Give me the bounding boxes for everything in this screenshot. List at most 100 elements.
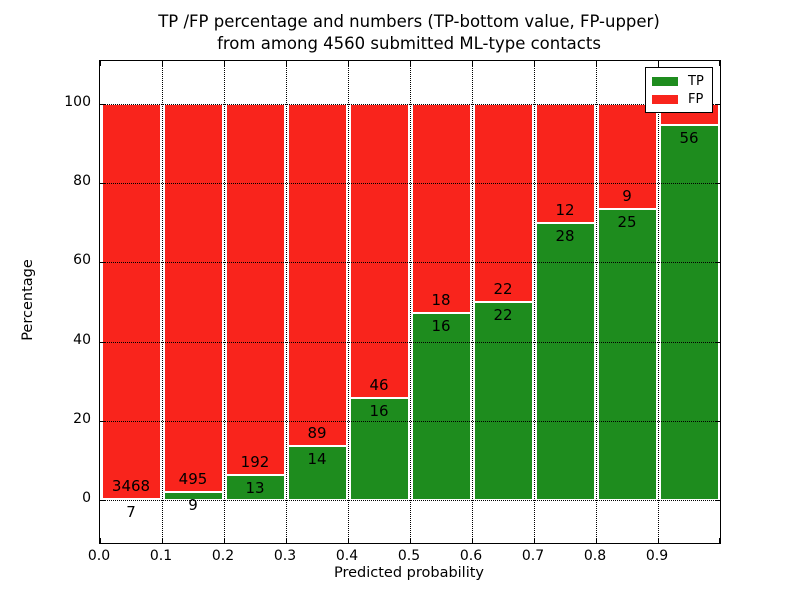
tick-mark: [715, 183, 720, 185]
gridline: [162, 61, 163, 543]
bar-segment-tp: [287, 445, 347, 500]
tick-mark: [348, 61, 349, 66]
chart-title: TP /FP percentage and numbers (TP-bottom…: [99, 11, 719, 55]
legend: TP FP: [645, 67, 713, 113]
tick-mark: [715, 420, 720, 422]
x-tick-label: 0.0: [87, 548, 111, 564]
chart-title-line2: from among 4560 submitted ML-type contac…: [217, 34, 601, 53]
tick-mark: [100, 538, 101, 543]
gridline: [472, 61, 473, 543]
tick-mark: [100, 104, 105, 106]
bar-segment-tp: [473, 302, 533, 500]
legend-item-tp: TP: [652, 75, 706, 88]
tick-mark: [100, 499, 105, 501]
tick-mark: [719, 538, 720, 543]
gridline: [348, 61, 349, 543]
x-tick-label: 0.4: [335, 548, 359, 564]
tick-mark: [472, 61, 473, 66]
gridline: [100, 262, 720, 264]
tick-mark: [348, 538, 349, 543]
y-axis-label: Percentage: [20, 259, 36, 341]
bar-segment-tp: [163, 492, 223, 500]
tick-mark: [286, 538, 287, 543]
legend-label-tp: TP: [688, 73, 704, 89]
bar-label-tp: 16: [431, 317, 451, 336]
tick-mark: [715, 499, 720, 501]
tick-mark: [719, 61, 720, 66]
bar-segment-fp: [101, 104, 161, 499]
tick-mark: [162, 538, 163, 543]
bar-segment-tp: [349, 397, 409, 500]
bar-label-fp: 22: [493, 280, 513, 298]
tick-mark: [410, 538, 411, 543]
gridline: [224, 61, 225, 543]
gridline: [286, 61, 287, 543]
tp-color-swatch: [652, 76, 678, 86]
tick-mark: [715, 104, 720, 106]
tick-mark: [100, 262, 105, 264]
y-tick-label: 20: [73, 410, 91, 427]
x-tick-label: 0.7: [521, 548, 545, 564]
tick-mark: [658, 538, 659, 543]
x-tick-label: 0.9: [645, 548, 669, 564]
bar-label-tp: 7: [126, 502, 136, 521]
bar-segment-fp: [535, 104, 595, 223]
gridline: [410, 61, 411, 543]
bar-segment-tp: [411, 313, 471, 500]
bar-segment-tp: [597, 209, 657, 500]
bar-segment-fp: [473, 104, 533, 302]
tick-mark: [100, 341, 105, 343]
tick-mark: [715, 262, 720, 264]
legend-item-fp: FP: [652, 93, 706, 106]
tick-mark: [100, 183, 105, 185]
tick-mark: [596, 61, 597, 66]
tick-mark: [286, 61, 287, 66]
bar-label-tp: 13: [245, 478, 265, 497]
y-tick-label: 100: [64, 94, 91, 111]
gridline: [100, 341, 720, 343]
gridline: [534, 61, 535, 543]
bar-label-tp: 22: [493, 306, 513, 324]
x-tick-label: 0.2: [211, 548, 235, 564]
x-axis-label: Predicted probability: [333, 565, 485, 581]
x-tick-label: 0.5: [397, 548, 421, 564]
bar-label-tp: 9: [188, 496, 198, 515]
bar-segment-tp: [225, 474, 285, 500]
gridline: [596, 61, 597, 543]
bar-segment-fp: [287, 104, 347, 446]
y-tick-label: 80: [73, 173, 91, 190]
y-tick-label: 40: [73, 331, 91, 348]
bar-segment-fp: [163, 104, 223, 493]
bar-label-fp: 46: [369, 375, 389, 394]
bar-segment-tp: [659, 124, 719, 500]
tick-mark: [100, 61, 101, 66]
bar-label-tp: 25: [617, 213, 637, 232]
fp-color-swatch: [652, 94, 678, 104]
bar-label-tp: 28: [555, 226, 575, 245]
bar-segment-fp: [225, 104, 285, 475]
bar-segment-fp: [411, 104, 471, 314]
tick-mark: [534, 538, 535, 543]
tick-mark: [224, 61, 225, 66]
gridline: [100, 420, 720, 422]
bar-label-fp: 12: [555, 200, 575, 219]
tick-mark: [162, 61, 163, 66]
tick-mark: [534, 61, 535, 66]
tick-mark: [224, 538, 225, 543]
bar-label-tp: 14: [307, 449, 327, 468]
tick-mark: [100, 420, 105, 422]
gridline: [658, 61, 659, 543]
x-tick-label: 0.6: [459, 548, 483, 564]
y-tick-label: 60: [73, 252, 91, 269]
bar-segment-tp: [535, 222, 595, 500]
x-tick-label: 0.3: [273, 548, 297, 564]
bar-label-tp: 16: [369, 401, 389, 420]
bar-label-fp: 495: [178, 470, 208, 489]
tick-mark: [472, 538, 473, 543]
plot-area: 3468 7 495 9 192 13 89 14 46 16 18 16 22 22 12 28 9 25 56: [99, 60, 721, 544]
bar-label-fp: 89: [307, 423, 327, 442]
tick-mark: [596, 538, 597, 543]
bar-label-fp: 3468: [111, 476, 151, 495]
tick-mark: [658, 61, 659, 66]
